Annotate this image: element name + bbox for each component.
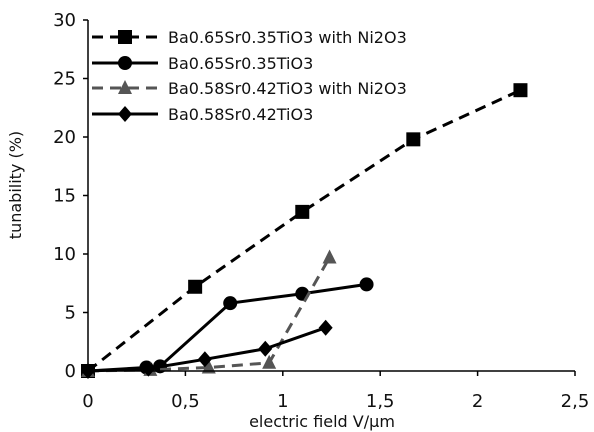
data-point	[406, 132, 421, 147]
y-axis-title: tunability (%)	[6, 131, 25, 239]
x-tick-label: 1,5	[366, 391, 395, 412]
legend-marker	[118, 56, 132, 70]
data-point	[262, 354, 277, 369]
y-tick-label: 20	[53, 127, 76, 148]
legend-marker	[118, 80, 132, 94]
x-tick-label: 0	[82, 391, 93, 412]
y-tick-label: 0	[65, 361, 76, 382]
y-tick-label: 5	[65, 303, 76, 324]
legend-label: Ba0.58Sr0.42TiO3 with Ni2O3	[168, 79, 407, 98]
legend-marker	[118, 30, 132, 44]
series-line	[87, 256, 331, 373]
legend-label: Ba0.65Sr0.35TiO3 with Ni2O3	[168, 28, 407, 47]
data-point	[318, 319, 333, 336]
x-tick-label: 0,5	[171, 391, 200, 412]
series-layer	[81, 83, 528, 379]
data-point	[322, 249, 337, 264]
data-point	[223, 296, 238, 311]
data-point	[359, 277, 374, 292]
y-tick-label: 30	[53, 10, 76, 31]
x-axis-title: electric field V/µm	[249, 412, 395, 431]
x-tick-label: 2,5	[561, 391, 590, 412]
legend-item-4: Ba0.58Sr0.42TiO3	[92, 105, 313, 124]
legend-item-1: Ba0.65Sr0.35TiO3 with Ni2O3	[92, 28, 407, 47]
legend-label: Ba0.65Sr0.35TiO3	[168, 54, 313, 73]
data-point	[141, 360, 156, 377]
legend-item-3: Ba0.58Sr0.42TiO3 with Ni2O3	[92, 79, 407, 98]
y-tick-label: 25	[53, 69, 76, 90]
data-point	[201, 359, 216, 374]
data-point	[258, 340, 273, 357]
series-4	[81, 319, 333, 379]
legend-item-2: Ba0.65Sr0.35TiO3	[92, 54, 313, 73]
y-tick-label: 10	[53, 244, 76, 265]
x-tick-label: 2	[472, 391, 483, 412]
series-line	[87, 88, 522, 373]
legend: Ba0.65Sr0.35TiO3 with Ni2O3 Ba0.65Sr0.35T…	[92, 28, 407, 124]
data-point	[188, 279, 203, 294]
legend-label: Ba0.58Sr0.42TiO3	[168, 105, 313, 124]
axes-layer: 0 5 10 15 20 25 30 0 0,5 1 1,5 2 2,5	[53, 10, 589, 412]
data-point	[295, 204, 310, 219]
data-point	[197, 351, 212, 368]
data-point	[513, 83, 528, 98]
x-tick-label: 1	[277, 391, 288, 412]
y-tick-label: 15	[53, 186, 76, 207]
legend-marker	[118, 106, 132, 122]
